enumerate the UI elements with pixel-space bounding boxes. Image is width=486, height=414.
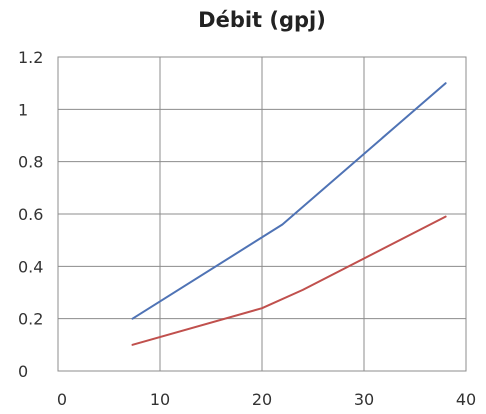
chart-title: Débit (gpj) — [198, 8, 326, 32]
series-line-1 — [131, 82, 447, 320]
x-tick-label: 0 — [57, 390, 67, 409]
series-layer — [131, 82, 447, 346]
y-tick-label: 1 — [18, 100, 28, 119]
y-tick-label: 0.8 — [18, 153, 43, 172]
x-tick-label: 10 — [150, 390, 170, 409]
plot-area-border — [57, 56, 467, 372]
x-tick-label: 30 — [354, 390, 374, 409]
y-tick-label: 1.2 — [18, 48, 43, 67]
x-tick-label: 20 — [252, 390, 272, 409]
y-tick-label: 0.6 — [18, 205, 43, 224]
series-line-2 — [131, 215, 447, 346]
y-tick-label: 0.4 — [18, 257, 43, 276]
y-axis-tick-labels: 0 0.2 0.4 0.6 0.8 1 1.2 — [18, 48, 43, 381]
y-tick-label: 0.2 — [18, 310, 43, 329]
x-axis-tick-labels: 0 10 20 30 40 — [57, 390, 476, 409]
x-tick-label: 40 — [456, 390, 476, 409]
y-tick-label: 0 — [18, 362, 28, 381]
grid — [57, 56, 467, 372]
